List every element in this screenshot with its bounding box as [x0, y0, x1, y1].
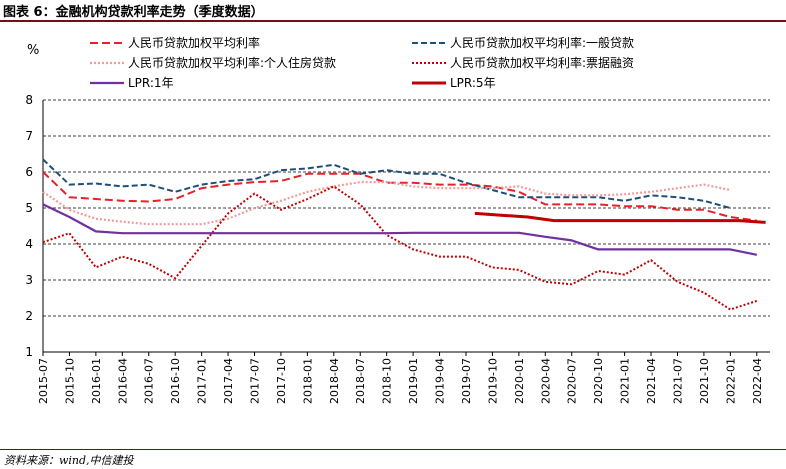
x-tick-label: 2018-01 [301, 358, 314, 404]
x-tick-label: 2017-10 [275, 358, 288, 404]
axes: 1 2 3 4 5 6 7 8 2015-07 2015-10 2016-01 2016-04 2016… [25, 93, 770, 404]
series-line-4 [42, 185, 758, 311]
x-tick-label: 2019-01 [407, 358, 420, 404]
legend-label: LPR:5年 [450, 76, 496, 90]
series-line-6 [474, 211, 766, 224]
y-tick-label: 8 [25, 93, 33, 107]
y-tick-label: 6 [25, 165, 33, 179]
y-tick-label: 5 [25, 201, 33, 215]
x-tick-label: 2017-01 [196, 358, 209, 404]
grid [43, 99, 770, 317]
legend: 人民币贷款加权平均利率 人民币贷款加权平均利率:一般贷款人民币贷款加权平均利率:个… [90, 35, 634, 90]
legend-label: 人民币贷款加权平均利率:一般贷款 [450, 35, 634, 50]
y-tick-label: 4 [25, 237, 33, 251]
x-tick-label: 2020-04 [539, 358, 552, 404]
x-tick-label: 2020-07 [566, 358, 579, 404]
x-tick-label: 2017-07 [248, 358, 261, 404]
source-note: 资料来源：wind,中信建投 [4, 454, 134, 467]
chart-title: 图表 6：金融机构贷款利率走势（季度数据） [3, 5, 264, 20]
x-tick-label: 2018-04 [328, 358, 341, 404]
x-tick-label: 2015-07 [37, 358, 50, 404]
legend-label: 人民币贷款加权平均利率 [128, 35, 260, 50]
legend-label: LPR:1年 [128, 76, 174, 90]
x-tick-label: 2021-07 [671, 358, 684, 404]
title-bar: 图表 6：金融机构贷款利率走势（季度数据） [0, 0, 786, 22]
x-tick-label: 2021-01 [619, 358, 632, 404]
x-tick-label: 2021-10 [698, 358, 711, 404]
x-tick-label: 2016-04 [116, 358, 129, 404]
x-tick-label: 2016-01 [90, 358, 103, 404]
x-tick-label: 2019-10 [486, 358, 499, 404]
y-tick-label: 2 [25, 309, 33, 323]
x-tick-label: 2017-04 [222, 358, 235, 404]
series-line-5 [42, 203, 758, 256]
x-tick-label: 2015-10 [63, 358, 76, 404]
x-tick-label: 2019-04 [434, 358, 447, 404]
series-line-1 [42, 171, 757, 222]
x-tick-label: 2019-07 [460, 358, 473, 404]
x-tick-label: 2016-07 [143, 358, 156, 404]
x-tick-label: 2018-07 [354, 358, 367, 404]
x-tick-label: 2022-04 [751, 358, 764, 404]
x-tick-label: 2022-01 [724, 358, 737, 404]
y-tick-label: 3 [25, 273, 33, 287]
legend-label: 人民币贷款加权平均利率:个人住房贷款 [128, 55, 336, 70]
legend-label: 人民币贷款加权平均利率:票据融资 [450, 55, 634, 70]
y-tick-label: 7 [25, 129, 33, 143]
series-line-3 [42, 181, 731, 226]
x-tick-label: 2021-04 [645, 358, 658, 404]
y-tick-label: 1 [25, 345, 33, 359]
x-tick-label: 2020-01 [513, 358, 526, 404]
x-tick-label: 2016-10 [169, 358, 182, 404]
series-layer [42, 158, 766, 311]
footer-rule [0, 449, 786, 450]
x-tick-label: 2018-10 [381, 358, 394, 404]
y-axis-label: % [27, 43, 39, 58]
x-tick-label: 2020-10 [592, 358, 605, 404]
